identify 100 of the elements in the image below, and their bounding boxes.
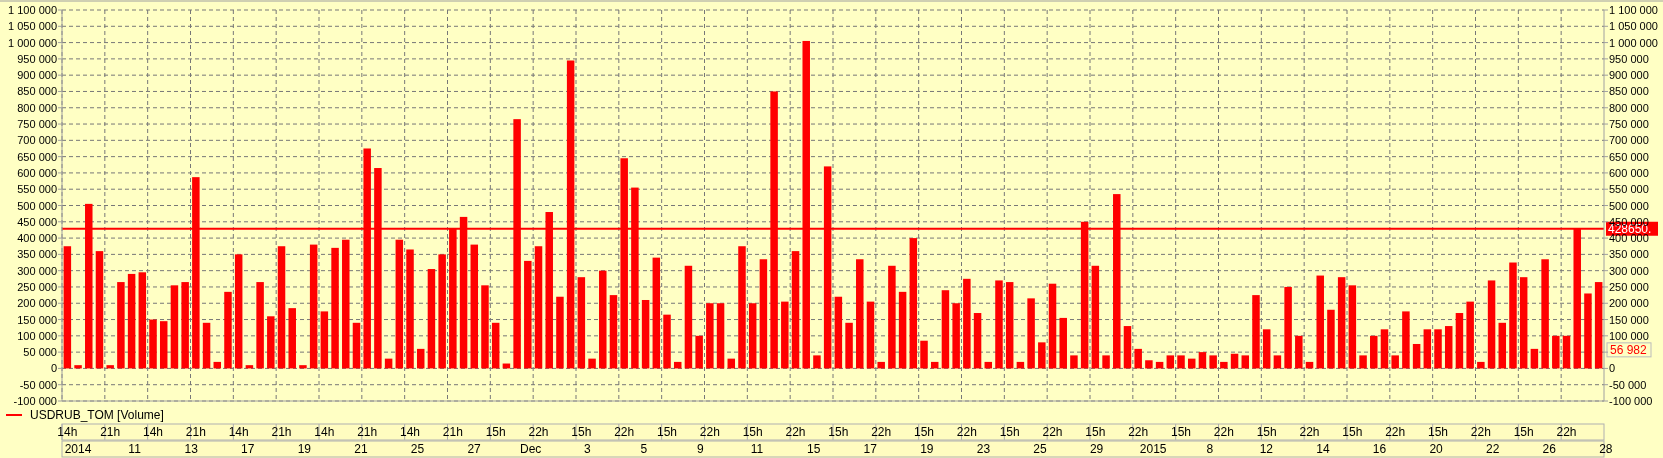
bar	[1102, 355, 1110, 369]
bar	[781, 301, 789, 369]
x-tick-label: 15h	[657, 425, 678, 439]
y-tick-label: 650 000	[17, 150, 57, 163]
y2-tick-label: 700 000	[1609, 134, 1649, 147]
bar	[395, 239, 404, 369]
bar	[331, 247, 339, 369]
bar	[1059, 317, 1067, 369]
bar	[309, 244, 318, 369]
bar	[149, 319, 157, 369]
bar	[1166, 355, 1175, 369]
bar	[1562, 335, 1571, 369]
bar	[1284, 286, 1292, 369]
bar	[267, 316, 275, 369]
bar	[652, 257, 661, 369]
bar	[202, 322, 211, 369]
text: 17	[863, 442, 878, 456]
bar	[524, 260, 532, 369]
text: 22	[1486, 442, 1500, 456]
x-tick-label: 15h	[1085, 425, 1106, 439]
y-tick-label: -50 000	[19, 378, 57, 391]
y-tick-label: 950 000	[17, 52, 57, 65]
x-tick-label: 15h	[571, 425, 592, 439]
bar	[491, 322, 500, 369]
bar	[299, 365, 307, 369]
bar	[695, 335, 703, 369]
text: Dec	[520, 442, 542, 456]
bar	[1295, 335, 1303, 369]
bar	[1391, 355, 1399, 369]
bar	[1412, 343, 1421, 369]
bar	[588, 358, 596, 369]
y-tick-label: 550 000	[17, 183, 57, 196]
y-tick-label: 1 100 000	[8, 4, 57, 16]
bar	[117, 282, 125, 369]
bar	[416, 348, 425, 369]
text: 29	[1089, 442, 1104, 456]
x-tick-label: 15h	[828, 425, 849, 439]
y-tick-label: 0	[50, 362, 57, 375]
x-tick-label: 21h	[271, 425, 292, 439]
x-tick-label: 22h	[956, 425, 977, 439]
y2-tick-label: 900 000	[1609, 69, 1649, 82]
bar	[941, 290, 950, 369]
bar	[1337, 277, 1346, 369]
bar	[1262, 329, 1271, 369]
bar	[1316, 275, 1324, 369]
bar	[1070, 355, 1078, 369]
x-tick-label: 15h	[1428, 425, 1449, 439]
bar	[1123, 326, 1132, 369]
y-tick-label: -100 000	[13, 395, 57, 407]
bar	[1220, 361, 1228, 369]
bar	[256, 282, 264, 369]
bar	[1241, 355, 1250, 369]
bar	[427, 269, 436, 369]
y2-tick-label: 500 000	[1609, 199, 1649, 212]
text: 8	[1206, 442, 1214, 456]
x-tick-label: 21h	[100, 425, 121, 439]
y-tick-label: 300 000	[17, 264, 57, 277]
bar	[1348, 285, 1357, 369]
bar	[599, 270, 607, 369]
y-tick-label: 1 050 000	[8, 20, 57, 33]
y-tick-label: 700 000	[17, 134, 57, 147]
bar	[1519, 277, 1528, 369]
y-tick-label: 450 000	[17, 215, 57, 228]
y-tick-label: 750 000	[17, 118, 57, 131]
y-tick-label: 100 000	[17, 329, 57, 342]
bar	[138, 272, 147, 369]
bar	[1402, 311, 1410, 369]
bar	[609, 295, 618, 369]
bar	[352, 322, 361, 369]
y-tick-label: 900 000	[17, 69, 57, 82]
bar	[63, 246, 72, 369]
bar	[877, 361, 885, 369]
x-tick-label: 14h	[143, 425, 164, 439]
y2-tick-label: 100 000	[1609, 329, 1649, 342]
bar	[1477, 361, 1485, 369]
y-tick-label: 800 000	[17, 101, 57, 114]
bar	[866, 301, 875, 369]
bar	[1552, 335, 1560, 369]
bar	[898, 291, 907, 369]
bar	[641, 299, 650, 369]
x-tick-label: 22h	[1470, 425, 1491, 439]
x-tick-label: 15h	[1256, 425, 1277, 439]
text: 23	[976, 442, 991, 456]
x-tick-label: 15h	[1513, 425, 1534, 439]
bar	[74, 365, 82, 369]
y2-tick-label: 850 000	[1609, 85, 1649, 98]
y2-tick-label: 150 000	[1609, 313, 1649, 326]
bar	[106, 365, 114, 369]
y-tick-label: 200 000	[17, 297, 57, 310]
bar	[1541, 259, 1549, 369]
text: 19	[920, 442, 934, 456]
bar	[277, 246, 286, 369]
bar	[1380, 329, 1389, 369]
bar	[181, 282, 189, 369]
bar	[127, 273, 136, 369]
text: 25	[1033, 442, 1047, 456]
text: 2014	[64, 442, 92, 456]
y2-tick-label: 350 000	[1609, 248, 1649, 261]
y-tick-label: 350 000	[17, 248, 57, 261]
bar	[1455, 313, 1464, 369]
